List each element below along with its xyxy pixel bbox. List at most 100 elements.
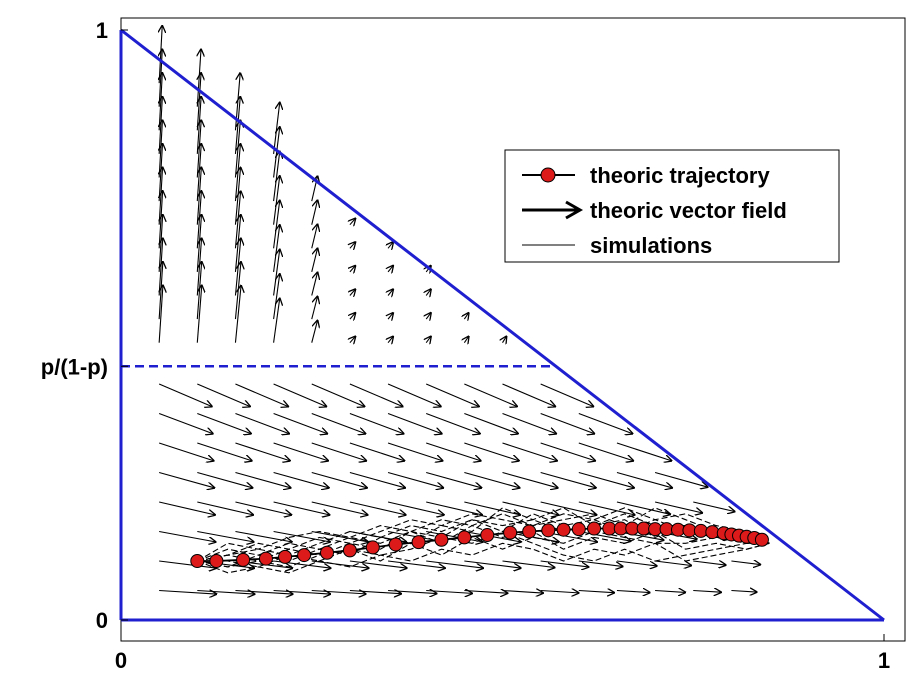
vector-arrow — [273, 250, 280, 296]
vector-arrow — [235, 383, 288, 406]
vector-arrow — [197, 97, 201, 154]
legend-trajectory-marker — [540, 167, 556, 183]
vector-arrow — [387, 501, 444, 515]
legend-vector-field-arrowhead — [565, 200, 584, 220]
trajectory-point — [297, 548, 312, 563]
vector-arrow — [197, 530, 253, 542]
vector-arrow — [159, 26, 162, 84]
vector-arrow — [425, 383, 479, 406]
vector-arrow — [159, 191, 162, 249]
vector-arrow — [159, 530, 215, 542]
vector-arrow — [196, 168, 201, 225]
vector-arrow — [655, 560, 691, 565]
vector-arrow — [693, 591, 721, 593]
vector-arrow — [234, 97, 240, 154]
vector-arrow — [464, 501, 520, 515]
vector-arrow — [388, 266, 393, 272]
vector-arrow — [234, 215, 240, 272]
vector-arrow — [464, 337, 468, 343]
vector-arrow — [464, 591, 507, 594]
vector-arrow — [159, 591, 216, 595]
vector-arrow — [426, 412, 480, 434]
vector-arrow — [350, 313, 355, 319]
vector-arrow — [311, 297, 318, 320]
vector-arrow — [426, 591, 472, 594]
x-tick-label: 0 — [115, 648, 127, 673]
vector-arrow — [616, 501, 670, 514]
vector-arrow — [196, 191, 201, 249]
trajectory-point — [342, 543, 357, 558]
vector-arrow — [388, 242, 393, 248]
y-tick-label: 0 — [96, 608, 108, 633]
vector-arrow — [159, 501, 215, 515]
trajectory-point — [388, 537, 403, 552]
vector-arrow — [540, 383, 594, 406]
vector-arrow — [273, 442, 328, 461]
vector-arrow — [273, 176, 280, 225]
trajectory-point — [480, 528, 495, 543]
vector-arrow — [273, 383, 327, 406]
vector-field — [159, 26, 764, 594]
vector-arrow — [693, 561, 725, 565]
vector-arrow — [311, 200, 318, 225]
vector-arrow — [349, 501, 406, 515]
vector-arrow — [578, 560, 623, 566]
vector-arrow — [616, 591, 650, 593]
vector-arrow — [464, 412, 518, 434]
trajectory-point — [411, 535, 426, 550]
vector-arrow — [654, 471, 707, 488]
vector-arrow — [159, 50, 162, 107]
vector-arrow — [540, 501, 597, 515]
vector-arrow — [464, 471, 519, 488]
vector-arrow — [197, 412, 251, 434]
vector-arrow — [273, 471, 329, 488]
vector-arrow — [349, 591, 401, 594]
legend-label-simulations: simulations — [590, 233, 712, 258]
vector-arrow — [578, 530, 631, 542]
simulation-path — [197, 507, 770, 562]
vector-arrow — [158, 383, 212, 406]
vector-arrow — [311, 591, 366, 594]
vector-arrow — [388, 591, 436, 594]
vector-arrow — [273, 591, 331, 595]
vector-arrow — [654, 501, 702, 513]
vector-arrow — [234, 286, 241, 343]
vector-arrow — [387, 442, 442, 461]
trajectory-point — [522, 524, 537, 539]
legend-label-vector-field: theoric vector field — [590, 198, 787, 223]
vector-arrow — [388, 337, 393, 343]
vector-arrow — [311, 501, 368, 515]
vector-arrow — [311, 321, 318, 343]
trajectory-point — [434, 532, 449, 547]
vector-arrow — [197, 560, 254, 568]
legend-box — [504, 149, 840, 263]
vector-arrow — [350, 242, 355, 248]
vector-arrow — [502, 383, 556, 406]
vector-arrow — [426, 501, 482, 515]
vector-arrow — [578, 412, 633, 434]
vector-arrow — [540, 412, 595, 434]
vector-arrow — [502, 501, 559, 515]
vector-arrow — [426, 560, 483, 568]
vector-arrow — [197, 73, 201, 131]
vector-arrow — [387, 412, 442, 434]
vector-arrow — [159, 168, 162, 225]
vector-arrow — [197, 501, 253, 515]
vector-arrow — [426, 530, 482, 542]
vector-arrow — [578, 501, 635, 515]
vector-arrow — [311, 412, 366, 434]
trajectory-point — [365, 540, 380, 555]
vector-arrow — [159, 215, 163, 272]
simulation-path — [197, 507, 770, 568]
vector-arrow — [349, 442, 404, 461]
trajectory-point — [209, 554, 224, 568]
vector-arrow — [159, 560, 216, 568]
vector-arrow — [350, 289, 355, 295]
vector-arrow — [158, 442, 213, 461]
trajectory-point — [320, 545, 335, 560]
vector-arrow — [159, 238, 163, 296]
vector-arrow — [196, 238, 201, 296]
vector-arrow — [540, 442, 595, 461]
vector-arrow — [196, 286, 201, 343]
